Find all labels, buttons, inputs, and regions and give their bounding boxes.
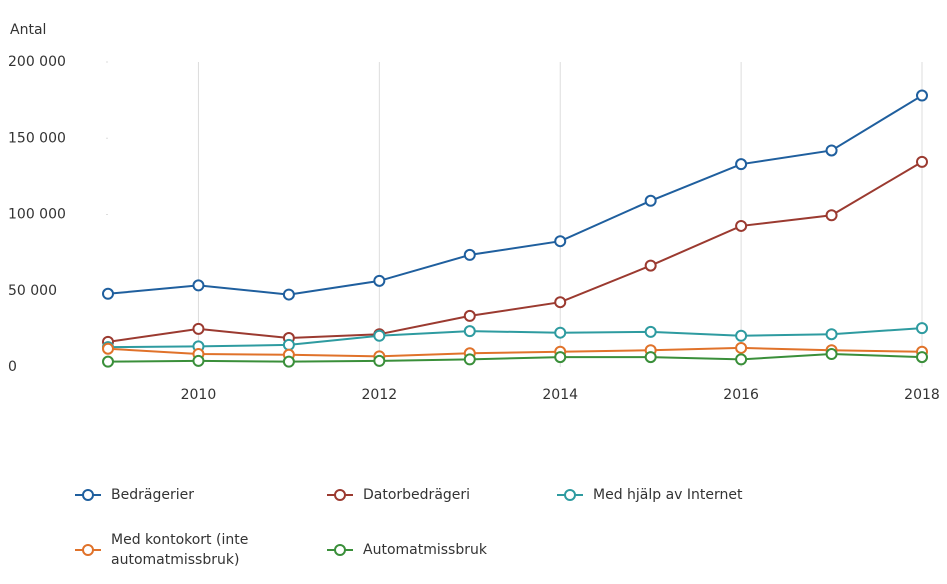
series-line	[107, 161, 923, 343]
data-point	[192, 354, 205, 367]
series	[102, 322, 928, 354]
series-line	[107, 327, 923, 349]
y-axis-label: Antal	[10, 22, 46, 38]
series-line	[107, 94, 923, 296]
data-point	[373, 329, 386, 342]
x-tick-label: 2010	[181, 387, 217, 403]
legend-item: Bedrägerier	[75, 485, 194, 505]
data-point	[644, 351, 657, 364]
series	[102, 348, 928, 368]
data-point	[463, 248, 476, 261]
data-point	[282, 288, 295, 301]
data-point	[554, 296, 567, 309]
series	[102, 155, 928, 348]
y-tick-label: 150 000	[8, 130, 66, 146]
y-tick-label: 200 000	[8, 54, 66, 70]
data-point	[916, 322, 928, 335]
data-point	[735, 219, 748, 232]
data-point	[735, 329, 748, 342]
legend-item: Datorbedrägeri	[327, 485, 470, 505]
legend-item: Automatmissbruk	[327, 540, 487, 560]
data-point	[282, 355, 295, 368]
data-point	[463, 309, 476, 322]
data-point	[644, 259, 657, 272]
legend-icon	[327, 544, 353, 556]
data-point	[102, 287, 114, 300]
series-line	[107, 346, 923, 358]
data-point	[282, 338, 295, 351]
data-point	[554, 351, 567, 364]
data-point	[825, 348, 838, 361]
data-point	[735, 353, 748, 366]
y-tick-label: 0	[8, 359, 17, 375]
data-point	[916, 89, 928, 102]
data-point	[192, 322, 205, 335]
legend-label: Bedrägerier	[111, 487, 194, 503]
data-point	[102, 342, 114, 355]
data-point	[373, 354, 386, 367]
data-point	[463, 325, 476, 338]
data-point	[554, 235, 567, 248]
legend-label: Automatmissbruk	[363, 542, 487, 558]
data-point	[825, 328, 838, 341]
legend-icon	[75, 544, 101, 556]
data-point	[735, 341, 748, 354]
x-tick-label: 2014	[542, 387, 578, 403]
series	[102, 89, 928, 301]
data-point	[102, 355, 114, 368]
data-point	[825, 144, 838, 157]
legend-label: Med hjälp av Internet	[593, 487, 743, 503]
data-point	[916, 155, 928, 168]
legend-icon	[327, 489, 353, 501]
data-point	[735, 158, 748, 171]
series	[102, 341, 928, 363]
data-point	[192, 279, 205, 292]
y-tick-label: 50 000	[8, 283, 57, 299]
y-tick-label: 100 000	[8, 207, 66, 223]
series-line	[107, 353, 923, 363]
data-point	[373, 274, 386, 287]
legend-item: Med kontokort (inte automatmissbruk)	[75, 530, 286, 570]
legend-label: Datorbedrägeri	[363, 487, 471, 503]
legend-icon	[557, 489, 583, 501]
data-point	[463, 353, 476, 366]
data-point	[825, 209, 838, 222]
legend-item: Med hjälp av Internet	[557, 485, 743, 505]
x-tick-label: 2012	[362, 387, 398, 403]
x-tick-label: 2016	[723, 387, 759, 403]
data-point	[916, 351, 928, 364]
data-point	[644, 325, 657, 338]
data-point	[554, 326, 567, 339]
data-point	[644, 194, 657, 207]
x-tick-label: 2018	[904, 387, 940, 403]
legend-icon	[75, 489, 101, 501]
legend-label: Med kontokort (inte automatmissbruk)	[111, 532, 249, 568]
